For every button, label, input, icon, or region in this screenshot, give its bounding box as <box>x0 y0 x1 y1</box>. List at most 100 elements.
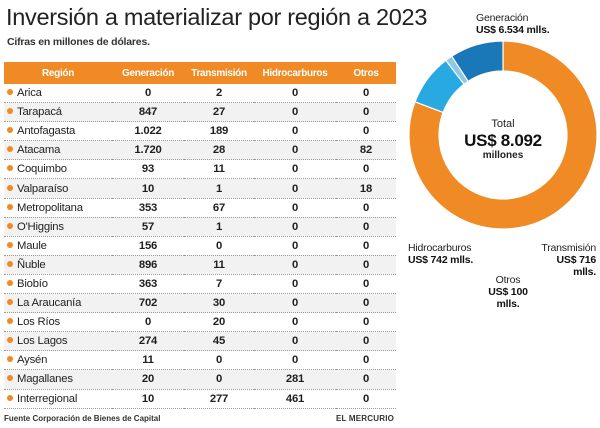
column-header-region: Región <box>4 62 112 84</box>
cell-generation: 20 <box>112 369 184 390</box>
investment-table: Región Generación Transmisión Hidrocarbu… <box>4 62 396 409</box>
cell-transmission: 11 <box>184 159 254 180</box>
column-header-transmission: Transmisión <box>184 62 254 84</box>
cell-others: 0 <box>336 102 396 123</box>
region-name: Magallanes <box>17 373 73 386</box>
cell-transmission: 30 <box>184 293 254 314</box>
cell-region: Interregional <box>4 389 112 409</box>
table-row: Maule 156 0 0 0 <box>4 236 396 256</box>
cell-others: 0 <box>336 389 396 409</box>
donut-slice-generacion <box>408 40 598 230</box>
cell-transmission: 67 <box>184 198 254 218</box>
bullet-icon <box>7 356 13 363</box>
cell-transmission: 0 <box>184 350 254 371</box>
cell-transmission: 7 <box>184 274 254 295</box>
cell-generation: 57 <box>112 217 184 237</box>
cell-transmission: 0 <box>184 236 254 256</box>
cell-hydrocarbons: 0 <box>254 159 336 180</box>
source-note: Fuente Corporación de Bienes de Capital <box>4 414 161 423</box>
column-header-others: Otros <box>336 62 396 84</box>
cell-transmission: 27 <box>184 102 254 123</box>
table-row: Antofagasta 1.022 189 0 0 <box>4 121 396 142</box>
cell-region: Los Ríos <box>4 312 112 333</box>
table-row: Biobío 363 7 0 0 <box>4 274 396 295</box>
cell-generation: 353 <box>112 198 184 218</box>
cell-generation: 363 <box>112 274 184 295</box>
donut-total-unit: millones <box>482 150 524 161</box>
cell-region: Los Lagos <box>4 331 112 352</box>
cell-region: Arica <box>4 84 112 104</box>
cell-others: 82 <box>336 140 396 161</box>
cell-region: Valparaíso <box>4 178 112 199</box>
region-name: Valparaíso <box>17 182 69 195</box>
cell-region: Atacama <box>4 140 112 161</box>
table-row: Interregional 10 277 461 0 <box>4 389 396 409</box>
cell-transmission: 0 <box>184 369 254 390</box>
bullet-icon <box>7 203 13 210</box>
cell-hydrocarbons: 0 <box>254 178 336 199</box>
cell-generation: 11 <box>112 350 184 371</box>
region-name: Maule <box>17 239 47 252</box>
cell-transmission: 277 <box>184 389 254 409</box>
table-row: Aysén 11 0 0 0 <box>4 350 396 371</box>
cell-transmission: 1 <box>184 178 254 199</box>
cell-transmission: 28 <box>184 140 254 161</box>
cell-hydrocarbons: 0 <box>254 255 336 275</box>
page-title: Inversión a materializar por región a 20… <box>6 4 428 30</box>
cell-generation: 274 <box>112 331 184 352</box>
cell-transmission: 45 <box>184 331 254 352</box>
legend-otros-value: US$ 100 mlls. <box>488 286 528 310</box>
region-name: O'Higgins <box>17 220 64 233</box>
region-name: Los Lagos <box>17 335 68 348</box>
cell-others: 0 <box>336 236 396 256</box>
region-name: Antofagasta <box>17 125 76 138</box>
bullet-icon <box>7 222 13 229</box>
column-header-hydrocarbons: Hidrocarburos <box>254 62 336 84</box>
bullet-icon <box>7 165 13 172</box>
bullet-icon <box>7 318 13 325</box>
cell-hydrocarbons: 0 <box>254 121 336 142</box>
cell-hydrocarbons: 461 <box>254 389 336 409</box>
legend-generacion: Generación US$ 6.534 mlls. <box>476 12 550 36</box>
cell-others: 0 <box>336 84 396 104</box>
cell-generation: 10 <box>112 389 184 409</box>
region-name: Los Ríos <box>17 316 60 329</box>
cell-hydrocarbons: 0 <box>254 217 336 237</box>
cell-hydrocarbons: 0 <box>254 102 336 123</box>
region-name: Atacama <box>17 144 61 157</box>
donut-chart <box>408 40 598 230</box>
cell-others: 0 <box>336 312 396 333</box>
table-row: Ñuble 896 11 0 0 <box>4 255 396 275</box>
cell-generation: 93 <box>112 159 184 180</box>
cell-region: La Araucanía <box>4 293 112 314</box>
cell-others: 0 <box>336 159 396 180</box>
cell-hydrocarbons: 0 <box>254 198 336 218</box>
cell-others: 0 <box>336 198 396 218</box>
cell-region: Antofagasta <box>4 121 112 142</box>
legend-hidrocarburos: Hidrocarburos US$ 742 mlls. <box>408 242 476 266</box>
page-subtitle: Cifras en millones de dólares. <box>7 36 150 48</box>
region-name: Aysén <box>17 354 48 367</box>
cell-region: Maule <box>4 236 112 256</box>
donut-center: Total US$ 8.092 millones <box>453 118 553 162</box>
cell-others: 0 <box>336 369 396 390</box>
legend-hidrocarburos-name: Hidrocarburos <box>408 242 472 254</box>
cell-others: 0 <box>336 255 396 275</box>
legend-generacion-value: US$ 6.534 mlls. <box>476 24 550 36</box>
cell-generation: 847 <box>112 102 184 123</box>
cell-transmission: 11 <box>184 255 254 275</box>
bullet-icon <box>7 89 13 96</box>
region-name: Ñuble <box>17 258 46 271</box>
cell-region: Coquimbo <box>4 159 112 180</box>
brand-logo-text: EL MERCURIO <box>336 414 395 423</box>
cell-region: Tarapacá <box>4 102 112 123</box>
legend-transmision-value: US$ 716 mlls. <box>556 254 597 278</box>
bullet-icon <box>7 375 13 382</box>
bullet-icon <box>7 279 13 286</box>
cell-transmission: 2 <box>184 84 254 104</box>
bullet-icon <box>7 394 13 401</box>
table-header-row: Región Generación Transmisión Hidrocarbu… <box>4 62 396 84</box>
donut-total-value: US$ 8.092 <box>464 131 542 150</box>
cell-hydrocarbons: 0 <box>254 274 336 295</box>
cell-region: Ñuble <box>4 255 112 275</box>
